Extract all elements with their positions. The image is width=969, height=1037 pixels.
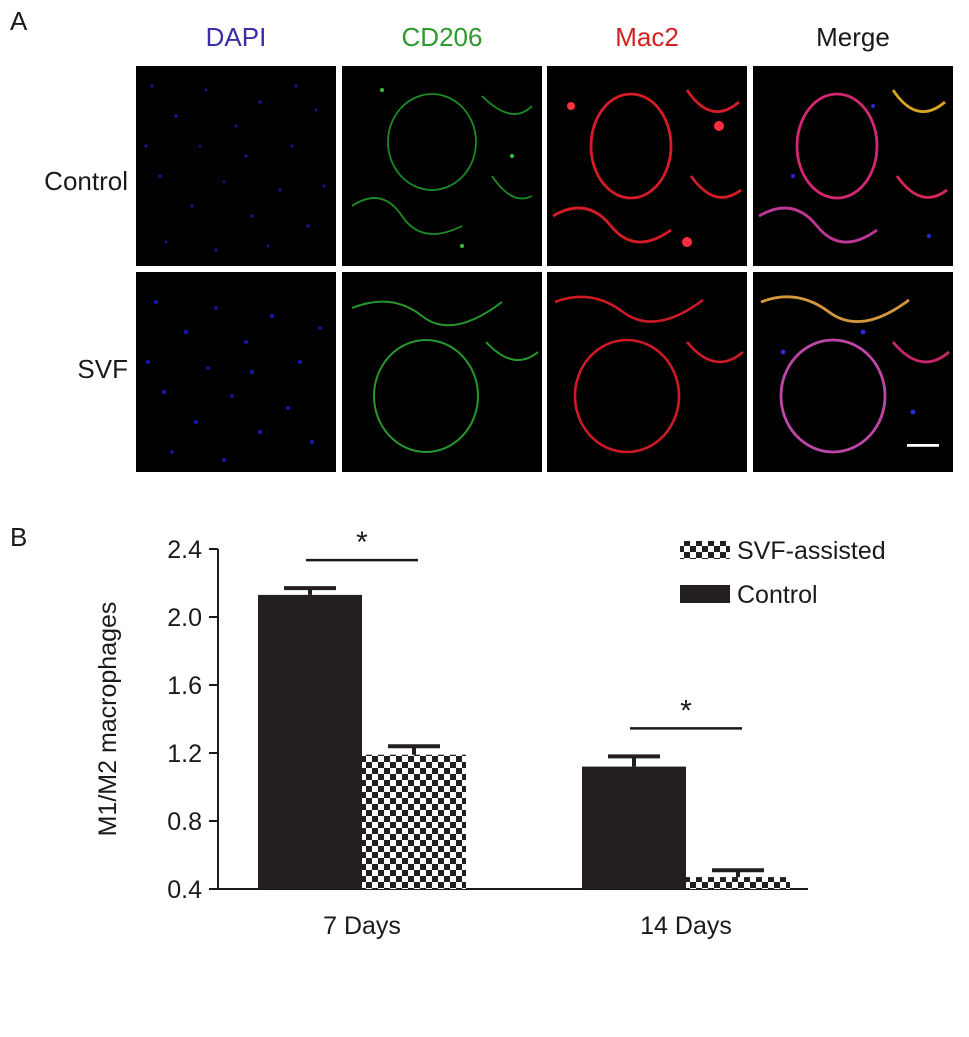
y-tick-label-0: 0.4 xyxy=(167,876,202,904)
legend-label-0: SVF-assisted xyxy=(737,537,886,565)
y-tick-label-2: 1.2 xyxy=(167,740,202,768)
y-axis-label: M1/M2 macrophages xyxy=(94,602,122,837)
micrograph-svf-merge xyxy=(753,272,953,472)
micrograph-control-merge xyxy=(753,66,953,266)
micrograph-control-merge-image xyxy=(758,89,948,244)
bar-control-1 xyxy=(582,766,686,889)
micrograph-svf-merge-image xyxy=(760,295,950,454)
x-tick-label-0: 7 Days xyxy=(323,912,401,940)
column-header-cd206: CD206 xyxy=(401,22,483,52)
legend-swatch-1 xyxy=(680,585,730,603)
micrograph-svf-mac2-image xyxy=(554,295,744,454)
y-tick-label-1: 0.8 xyxy=(167,808,202,836)
micrograph-control-mac2 xyxy=(547,66,747,266)
micrograph-svf-cd206 xyxy=(342,272,542,472)
micrograph-control-dapi-image xyxy=(144,84,326,252)
bar-control-0 xyxy=(258,594,362,889)
row-label-control: Control xyxy=(44,166,128,196)
panel-a-letter: A xyxy=(10,6,28,36)
x-tick-label-1: 14 Days xyxy=(640,912,732,940)
micrograph-control-dapi xyxy=(136,66,336,266)
legend-swatch-0 xyxy=(680,541,730,559)
significance-marker-1: * xyxy=(680,694,692,727)
scale-bar xyxy=(907,444,939,447)
column-header-merge: Merge xyxy=(816,22,890,52)
micrograph-control-mac2-image xyxy=(552,89,742,247)
micrograph-control-cd206-image xyxy=(351,88,533,248)
y-tick-label-3: 1.6 xyxy=(167,672,202,700)
column-header-dapi: DAPI xyxy=(205,22,267,52)
legend-label-1: Control xyxy=(737,581,818,609)
micrograph-svf-dapi-image xyxy=(146,300,322,462)
y-tick-label-4: 2.0 xyxy=(167,604,202,632)
row-label-svf: SVF xyxy=(77,354,128,384)
y-tick-label-5: 2.4 xyxy=(167,536,202,564)
panel-b-letter: B xyxy=(10,522,28,552)
column-header-mac2: Mac2 xyxy=(615,22,679,52)
micrograph-svf-dapi xyxy=(136,272,336,472)
micrograph-svf-mac2 xyxy=(547,272,747,472)
micrograph-control-cd206 xyxy=(342,66,542,266)
micrograph-svf-cd206-image xyxy=(351,300,539,453)
bar-svf-assisted-1 xyxy=(686,877,790,889)
bar-svf-assisted-0 xyxy=(362,754,466,889)
significance-marker-0: * xyxy=(356,526,368,559)
